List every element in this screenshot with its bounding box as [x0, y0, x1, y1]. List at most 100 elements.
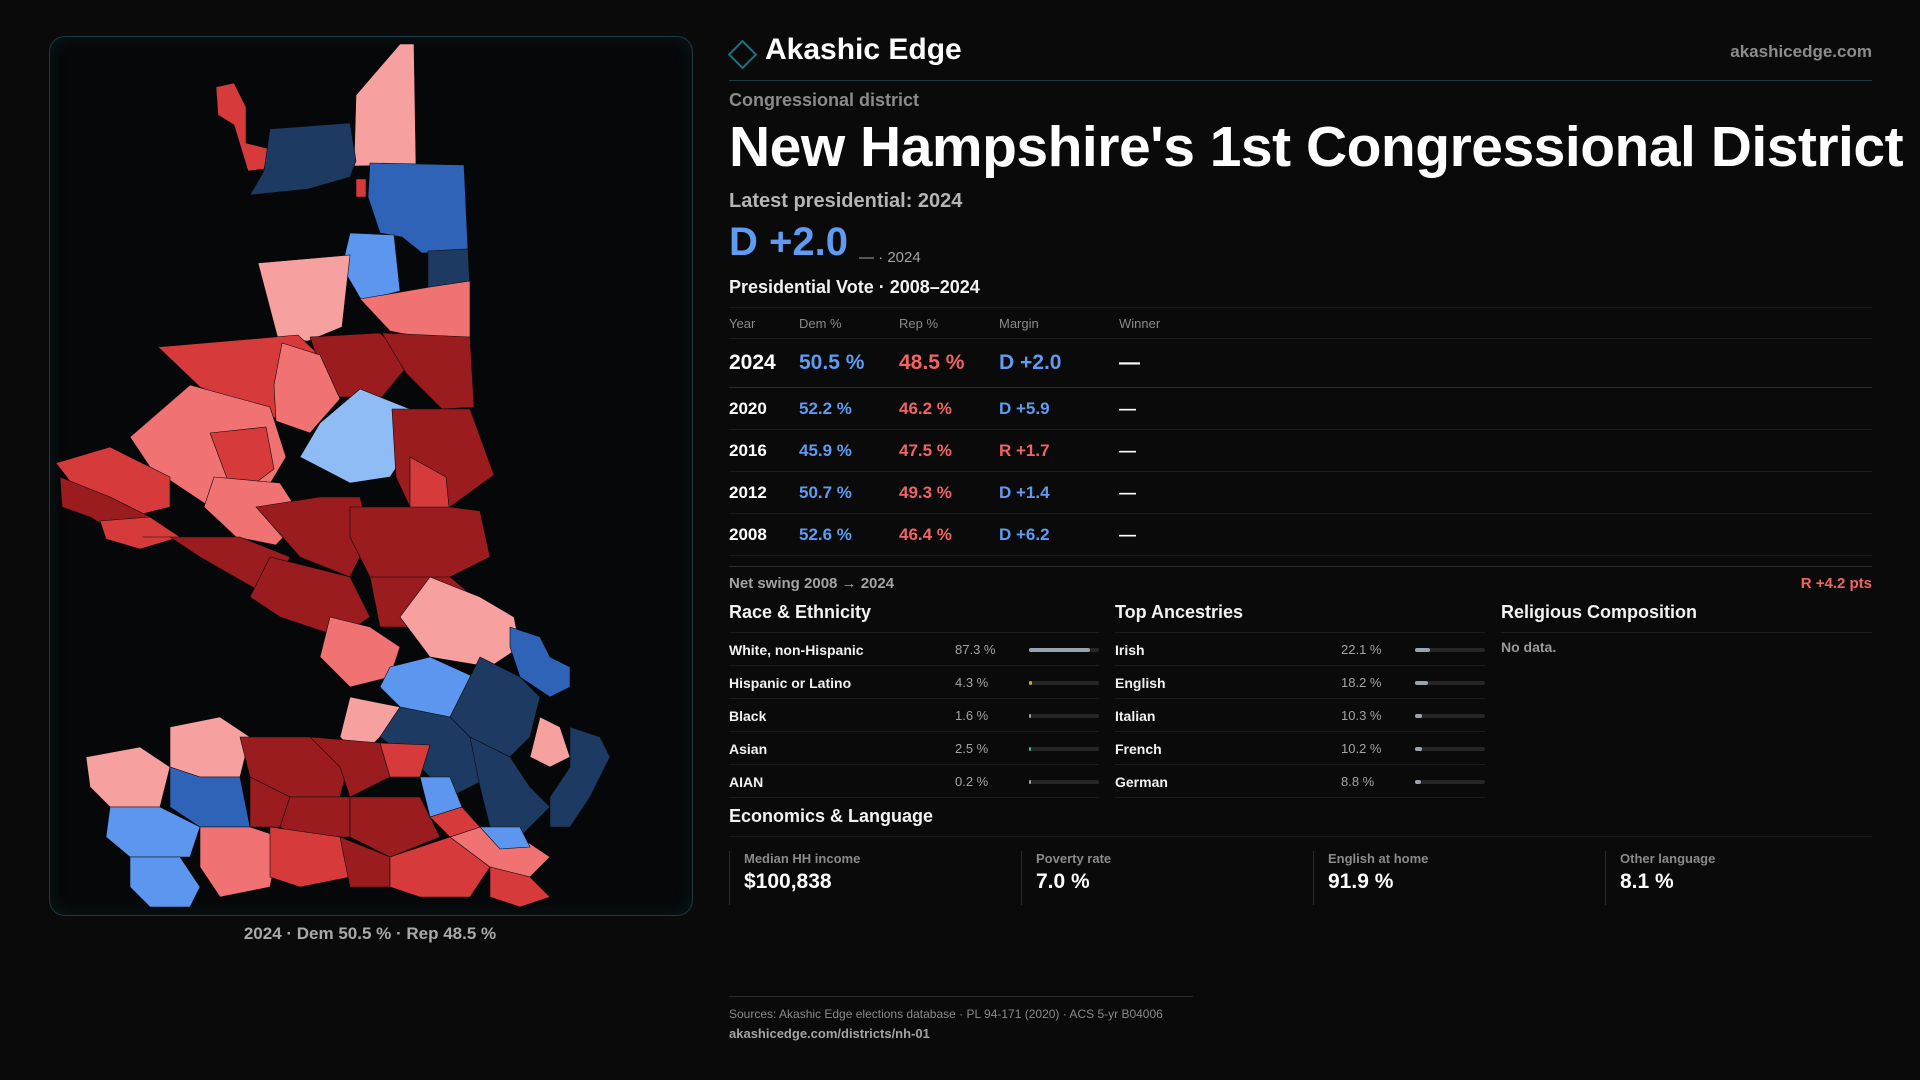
religion-empty: No data.: [1501, 639, 1557, 655]
vote-year: 2012: [729, 483, 767, 502]
econ-value: $100,838: [744, 870, 832, 893]
vote-rep: 48.5 %: [899, 351, 965, 374]
col-winner: Winner: [1119, 316, 1161, 331]
ancestry-bar-fill: [1415, 681, 1428, 685]
headline-margin: D +2.0: [729, 220, 848, 264]
econ-label: English at home: [1328, 851, 1429, 866]
race-row: White, non-Hispanic 87.3 %: [729, 633, 1099, 666]
ancestry-title: Top Ancestries: [1115, 602, 1485, 633]
vote-year: 2016: [729, 441, 767, 460]
ancestry-bar: [1415, 780, 1485, 784]
ancestry-bar: [1415, 681, 1485, 685]
latest-presidential: Latest presidential: 2024: [729, 190, 963, 212]
map-town[interactable]: [353, 43, 417, 167]
map-town[interactable]: [399, 576, 521, 668]
map-town[interactable]: [529, 716, 571, 768]
race-value: 87.3 %: [955, 642, 996, 657]
vote-row-2024: 2024 50.5 % 48.5 % D +2.0 —: [729, 339, 1872, 388]
map-town[interactable]: [381, 332, 475, 410]
map-town[interactable]: [489, 866, 551, 908]
ancestry-row: Irish 22.1 %: [1115, 633, 1485, 666]
race-value: 2.5 %: [955, 741, 989, 756]
vote-table: Year Dem % Rep % Margin Winner 2024 50.5…: [729, 307, 1872, 556]
map-town[interactable]: [379, 706, 491, 798]
map-town[interactable]: [215, 82, 271, 172]
race-row: Hispanic or Latino 4.3 %: [729, 666, 1099, 699]
religion-title: Religious Composition: [1501, 602, 1872, 633]
map-town[interactable]: [549, 726, 611, 828]
map-town[interactable]: [209, 426, 275, 488]
col-year: Year: [729, 316, 756, 331]
vote-winner: —: [1119, 441, 1136, 460]
race-label: AIAN: [729, 774, 764, 790]
vote-row-2012: 2012 50.7 % 49.3 % D +1.4 —: [729, 472, 1872, 514]
econ-label: Median HH income: [744, 851, 861, 866]
map-town[interactable]: [199, 826, 281, 898]
race-label: Asian: [729, 741, 768, 757]
race-bar: [1029, 780, 1099, 784]
race-label: Hispanic or Latino: [729, 675, 852, 691]
map-town[interactable]: [355, 178, 367, 198]
ancestry-label: Italian: [1115, 708, 1156, 724]
vote-dem: 50.7 %: [799, 483, 852, 502]
vote-winner: —: [1119, 483, 1136, 502]
map-town[interactable]: [273, 342, 341, 434]
vote-rep: 47.5 %: [899, 441, 952, 460]
map-town[interactable]: [257, 254, 351, 342]
district-url-link[interactable]: akashicedge.com/districts/nh-01: [729, 1026, 930, 1041]
map-town[interactable]: [349, 506, 491, 588]
vote-dem: 45.9 %: [799, 441, 852, 460]
vote-section-title: Presidential Vote · 2008–2024: [729, 277, 980, 297]
map-town[interactable]: [99, 516, 181, 550]
col-rep: Rep %: [899, 316, 939, 331]
page-title: New Hampshire's 1st Congressional Distri…: [729, 115, 1904, 179]
map-caption: 2024 · Dem 50.5 % · Rep 48.5 %: [243, 924, 497, 943]
brand-name[interactable]: Akashic Edge: [765, 33, 962, 66]
brand-header: Akashic Edge akashicedge.com: [727, 30, 1872, 81]
race-label: White, non-Hispanic: [729, 642, 864, 658]
map-town[interactable]: [129, 856, 201, 908]
race-bar: [1029, 648, 1099, 652]
sources-note: Sources: Akashic Edge elections database…: [729, 1007, 1163, 1021]
col-margin: Margin: [999, 316, 1039, 331]
map-town[interactable]: [169, 716, 251, 778]
vote-winner: —: [1119, 399, 1136, 418]
econ-other-language: Other language 8.1 %: [1605, 851, 1715, 905]
map-town[interactable]: [479, 826, 531, 850]
brand-url[interactable]: akashicedge.com: [1730, 42, 1872, 61]
map-town[interactable]: [269, 826, 351, 888]
ancestry-row: German 8.8 %: [1115, 765, 1485, 798]
race-bar-fill: [1029, 648, 1091, 652]
vote-margin: D +1.4: [999, 483, 1050, 502]
map-towns: [55, 43, 611, 908]
race-ethnicity-section: Race & Ethnicity White, non-Hispanic 87.3…: [729, 602, 1099, 798]
map-town[interactable]: [509, 626, 571, 698]
district-map-svg: [55, 43, 611, 908]
map-town[interactable]: [469, 736, 551, 838]
district-map[interactable]: [49, 36, 693, 916]
vote-dem: 50.5 %: [799, 351, 865, 374]
ancestry-bar: [1415, 747, 1485, 751]
ancestry-label: English: [1115, 675, 1166, 691]
map-town[interactable]: [309, 736, 391, 798]
col-dem: Dem %: [799, 316, 842, 331]
race-row: Black 1.6 %: [729, 699, 1099, 732]
econ-label: Poverty rate: [1036, 851, 1112, 866]
vote-row-2020: 2020 52.2 % 46.2 % D +5.9 —: [729, 388, 1872, 430]
map-town[interactable]: [85, 746, 171, 808]
page-kicker: Congressional district: [729, 90, 920, 110]
race-bar-fill: [1029, 747, 1031, 751]
map-town[interactable]: [249, 122, 357, 196]
map-town[interactable]: [341, 232, 401, 302]
econ-label: Other language: [1620, 851, 1716, 866]
map-town[interactable]: [105, 806, 201, 858]
map-town[interactable]: [429, 806, 481, 838]
brand-logo-icon: [727, 39, 758, 70]
ancestry-label: Irish: [1115, 642, 1145, 658]
map-town[interactable]: [367, 162, 469, 254]
econ-value: 8.1 %: [1620, 870, 1674, 893]
race-bar-fill: [1029, 681, 1032, 685]
vote-margin: D +2.0: [999, 351, 1062, 374]
econ-value: 91.9 %: [1328, 870, 1394, 893]
map-town[interactable]: [349, 796, 441, 858]
